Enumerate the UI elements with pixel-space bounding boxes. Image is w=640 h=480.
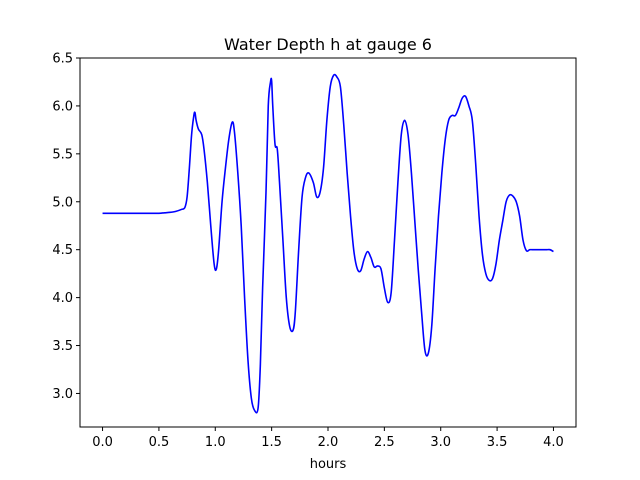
x-tick-label: 2.5 (374, 435, 395, 450)
y-axis: 3.0 3.5 4.0 4.5 5.0 5.5 6.0 6.5 (52, 52, 80, 402)
y-tick-label: 4.0 (52, 291, 73, 306)
x-tick-label: 0.5 (149, 435, 170, 450)
plot-area (102, 73, 554, 414)
y-tick-label: 5.5 (52, 147, 73, 162)
x-tick-label: 1.5 (261, 435, 282, 450)
y-tick-label: 6.5 (52, 52, 73, 67)
plot-frame (79, 57, 577, 428)
y-tick-label: 5.0 (52, 195, 73, 210)
x-tick-label: 1.0 (205, 435, 226, 450)
y-tick-label: 3.5 (52, 339, 73, 354)
series-line (102, 73, 554, 414)
x-tick-label: 2.0 (318, 435, 339, 450)
chart-title: Water Depth h at gauge 6 (224, 35, 432, 54)
x-axis: 0.0 0.5 1.0 1.5 2.0 2.5 3.0 3.5 4.0 (92, 427, 564, 450)
x-tick-label: 0.0 (92, 435, 113, 450)
y-tick-label: 4.5 (52, 243, 73, 258)
y-tick-label: 6.0 (52, 99, 73, 114)
x-axis-label: hours (310, 457, 347, 472)
x-tick-label: 4.0 (543, 435, 564, 450)
x-tick-label: 3.0 (430, 435, 451, 450)
x-tick-label: 3.5 (487, 435, 508, 450)
y-tick-label: 3.0 (52, 387, 73, 402)
